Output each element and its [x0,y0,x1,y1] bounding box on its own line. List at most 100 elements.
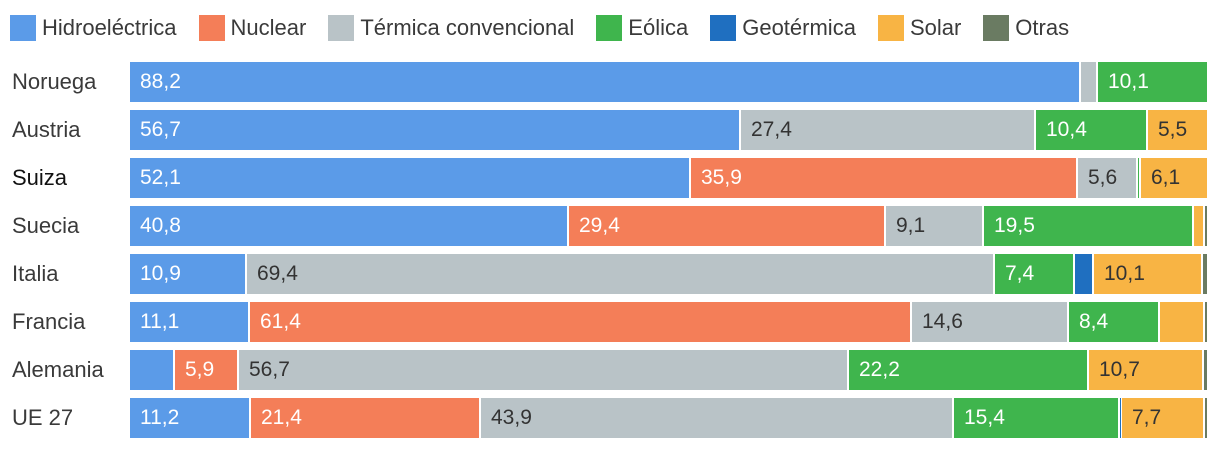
bar-row: Noruega 88,2 10,1 [0,62,1220,102]
bar-segment-nuclear [691,158,1076,198]
bar-segment-hidro [130,110,739,150]
bar-segment-solar [1089,350,1202,390]
data-label-nuclear: 61,4 [260,310,301,333]
category-label: Suiza [12,165,68,190]
bar-segment-termica [1078,158,1136,198]
category-label: Alemania [12,357,104,382]
bar-segment-solar [1094,254,1201,294]
legend-item-otras: Otras [983,15,1069,41]
legend-item-eolica: Eólica [596,15,688,41]
data-label-hidro: 11,1 [140,310,180,333]
data-label-solar: 10,1 [1104,262,1145,285]
bar-segment-hidro [130,206,567,246]
data-label-nuclear: 21,4 [261,406,302,429]
data-label-eolica: 10,1 [1108,70,1149,93]
bar-segment-nuclear [175,350,237,390]
data-label-eolica: 22,2 [859,358,900,381]
data-label-termica: 14,6 [922,310,963,333]
bar-row: Austria 56,7 27,4 10,4 5,5 [0,110,1220,150]
bar-segment-solar [1141,158,1207,198]
data-label-eolica: 15,4 [964,406,1005,429]
legend-label-otras: Otras [1015,15,1070,40]
bar-row: Suiza 52,1 35,9 5,6 6,1 [0,158,1220,198]
bar-segment-termica [239,350,847,390]
bar-segment-termica [247,254,993,294]
bar-segment-otras [1203,254,1207,294]
legend-swatch-solar [877,15,904,41]
bar-segment-otras [1204,350,1207,390]
legend-swatch-eolica [596,15,623,41]
data-label-nuclear: 35,9 [701,166,742,189]
legend-label-hidro: Hidroeléctrica [42,15,177,40]
data-label-nuclear: 5,9 [185,358,215,381]
bar-segment-nuclear [251,398,479,438]
data-label-termica: 27,4 [751,118,792,141]
bar-segment-eolica [1138,158,1139,198]
bar-segment-solar [1194,206,1203,246]
data-label-eolica: 7,4 [1005,262,1035,285]
bar-row: UE 27 11,2 21,4 43,9 15,4 7,7 [0,398,1220,438]
data-label-hidro: 52,1 [140,166,181,189]
legend-label-geotermica: Geotérmica [742,15,856,40]
legend-item-geotermica: Geotérmica [710,15,856,41]
bar-segment-eolica [984,206,1192,246]
category-label: Italia [12,261,59,286]
bar-segment-termica [741,110,1034,150]
data-label-solar: 7,7 [1132,406,1162,429]
bar-segment-otras [1205,398,1207,438]
category-label: Noruega [12,69,97,94]
bar-row: Suecia 40,8 29,4 9,1 19,5 [0,206,1220,246]
legend-swatch-geotermica [710,15,737,41]
legend-item-hidro: Hidroeléctrica [10,15,177,41]
chart-legend: Hidroeléctrica Nuclear Térmica convenciona… [10,12,1091,44]
bar-segment-otras [1205,302,1207,342]
legend-label-nuclear: Nuclear [230,15,307,40]
bar-row: Italia 10,9 69,4 7,4 10,1 [0,254,1220,294]
bar-segment-nuclear [569,206,884,246]
bar-track: 56,7 27,4 10,4 5,5 [130,110,1207,150]
legend-item-termica: Térmica convencional [328,15,574,41]
data-label-termica: 9,1 [896,214,926,237]
legend-item-nuclear: Nuclear [198,15,307,41]
bar-track: 52,1 35,9 5,6 6,1 [130,158,1207,198]
data-label-hidro: 88,2 [140,70,181,93]
data-label-eolica: 10,4 [1046,118,1087,141]
bar-segment-hidro [130,158,689,198]
bar-segment-hidro [130,254,245,294]
bar-segment-hidro [130,62,1079,102]
data-label-solar: 10,7 [1099,358,1140,381]
data-label-solar: 5,5 [1158,118,1188,141]
bar-track: 5,9 56,7 22,2 10,7 [130,350,1207,390]
data-label-termica: 69,4 [257,262,298,285]
bar-track: 88,2 10,1 [130,62,1207,102]
legend-item-solar: Solar [877,15,961,41]
category-label: Suecia [12,213,80,238]
bar-segment-otras [1205,206,1207,246]
data-label-termica: 5,6 [1088,166,1118,189]
bar-segment-eolica [954,398,1118,438]
legend-label-eolica: Eólica [628,15,689,40]
category-label: Austria [12,117,81,142]
bar-segment-termica [912,302,1067,342]
data-label-eolica: 19,5 [994,214,1035,237]
bar-track: 11,1 61,4 14,6 8,4 [130,302,1207,342]
data-label-solar: 6,1 [1151,166,1181,189]
legend-swatch-hidro [10,15,36,41]
legend-label-termica: Térmica convencional [360,15,575,40]
legend-swatch-otras [983,15,1010,41]
bar-segment-eolica [1098,62,1207,102]
bar-row: Francia 11,1 61,4 14,6 8,4 [0,302,1220,342]
bar-segment-geotermica [1075,254,1092,294]
bar-track: 11,2 21,4 43,9 15,4 7,7 [130,398,1207,438]
data-label-eolica: 8,4 [1079,310,1109,333]
category-label: UE 27 [12,405,74,430]
bar-track: 40,8 29,4 9,1 19,5 [130,206,1207,246]
bar-segment-termica [481,398,952,438]
bar-segment-hidro [130,350,173,390]
data-label-nuclear: 29,4 [579,214,620,237]
bar-segment-solar [1148,110,1207,150]
legend-swatch-termica [328,15,355,41]
bar-segment-solar [1160,302,1203,342]
bar-track: 10,9 69,4 7,4 10,1 [130,254,1207,294]
bar-segment-termica [886,206,982,246]
